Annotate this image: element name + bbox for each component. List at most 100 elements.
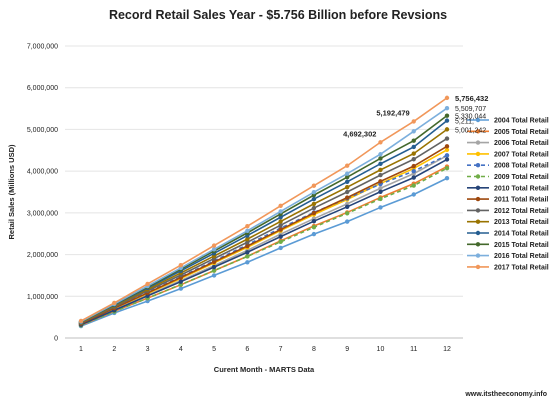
legend-swatch-marker xyxy=(475,140,481,145)
series-2017-total-retail xyxy=(78,95,450,324)
data-point xyxy=(444,166,450,171)
data-point xyxy=(378,186,383,191)
data-point xyxy=(344,179,350,184)
data-point xyxy=(178,279,184,284)
x-tick-label: 8 xyxy=(312,346,316,353)
data-label: 5,756,432 xyxy=(455,94,488,103)
series-line xyxy=(80,137,448,324)
x-tick-label: 3 xyxy=(146,346,150,353)
data-point xyxy=(245,236,250,242)
legend-swatch-marker xyxy=(475,219,481,224)
legend-label: 2009 Total Retail xyxy=(494,174,549,181)
data-point xyxy=(378,205,383,210)
source-url: www.itstheeconomy.info xyxy=(464,391,547,398)
y-tick-label: 2,000,000 xyxy=(27,252,58,259)
data-point xyxy=(245,260,250,265)
data-point xyxy=(378,152,383,157)
gridlines xyxy=(65,45,463,297)
legend-item: 2011 Total Retail xyxy=(467,197,548,204)
legend-label: 2007 Total Retail xyxy=(494,151,549,158)
data-point xyxy=(278,203,283,208)
x-tick-label: 2 xyxy=(112,346,116,353)
legend-label: 2014 Total Retail xyxy=(494,231,549,238)
y-axis-label: Retail Sales (Millions USD) xyxy=(7,144,16,240)
legend-swatch-marker xyxy=(475,264,481,270)
legend-item: 2015 Total Retail xyxy=(467,242,549,249)
legend-swatch-marker xyxy=(475,174,481,179)
legend-swatch-marker xyxy=(475,253,481,258)
legend: 2004 Total Retail 2005 Total Retail 2006 T… xyxy=(467,118,549,271)
data-point xyxy=(444,176,450,181)
legend-label: 2011 Total Retail xyxy=(494,197,548,204)
legend-label: 2008 Total Retail xyxy=(494,163,549,170)
data-point xyxy=(378,161,383,167)
series-line xyxy=(80,107,448,323)
data-point xyxy=(278,209,283,214)
data-point xyxy=(411,183,416,188)
legend-item: 2014 Total Retail xyxy=(467,231,549,238)
data-point xyxy=(344,219,350,224)
data-point xyxy=(411,119,416,124)
series-line xyxy=(80,119,448,323)
data-point xyxy=(378,172,383,178)
data-point xyxy=(344,195,350,200)
series-line xyxy=(80,154,448,324)
data-point xyxy=(311,219,317,224)
data-point xyxy=(444,157,450,162)
legend-swatch-marker xyxy=(475,242,481,247)
data-point xyxy=(311,205,317,211)
data-point xyxy=(411,168,416,174)
data-point xyxy=(444,95,450,101)
y-tick-label: 0 xyxy=(54,336,58,343)
data-point xyxy=(311,210,317,216)
data-point xyxy=(245,243,250,249)
data-point xyxy=(311,190,317,195)
data-point xyxy=(411,138,416,143)
legend-item: 2008 Total Retail xyxy=(467,163,549,170)
series-2009-total-retail xyxy=(78,166,450,328)
data-point xyxy=(278,222,283,228)
data-point xyxy=(344,189,350,195)
series-line xyxy=(80,158,448,326)
series-line xyxy=(80,167,448,327)
series-line xyxy=(80,177,448,327)
legend-item: 2013 Total Retail xyxy=(467,219,549,226)
data-point xyxy=(378,140,383,145)
legend-swatch-marker xyxy=(475,151,481,157)
y-tick-label: 4,000,000 xyxy=(27,169,58,176)
y-tick-label: 3,000,000 xyxy=(27,210,58,217)
data-point xyxy=(344,174,350,180)
y-axis-ticks: 0 1,000,000 2,000,000 3,000,000 4,000,000 5,0… xyxy=(27,44,58,343)
data-point xyxy=(245,240,250,245)
data-point xyxy=(278,239,283,245)
series-2010-total-retail xyxy=(78,157,450,327)
data-point xyxy=(411,151,416,156)
legend-label: 2004 Total Retail xyxy=(494,118,549,125)
y-tick-label: 7,000,000 xyxy=(27,44,58,51)
data-label: 5,192,479 xyxy=(376,108,409,117)
legend-swatch-marker xyxy=(475,208,481,213)
legend-swatch-marker xyxy=(475,117,481,123)
data-point xyxy=(411,144,416,150)
legend-item: 2004 Total Retail xyxy=(467,118,549,125)
data-label: 5,509,707 xyxy=(455,106,486,113)
data-point xyxy=(211,243,217,248)
data-point xyxy=(411,175,416,180)
data-point xyxy=(311,201,317,207)
legend-label: 2015 Total Retail xyxy=(494,242,549,249)
legend-item: 2017 Total Retail xyxy=(467,264,549,271)
x-tick-label: 6 xyxy=(245,346,249,353)
series-layer xyxy=(78,95,450,329)
data-point xyxy=(378,189,383,194)
legend-swatch-marker xyxy=(475,163,481,168)
legend-label: 2017 Total Retail xyxy=(494,264,549,271)
chart-title: Record Retail Sales Year - $5.756 Billio… xyxy=(109,8,447,22)
data-point xyxy=(411,157,416,162)
series-2004-total-retail xyxy=(78,176,450,329)
y-tick-label: 1,000,000 xyxy=(27,294,58,301)
legend-label: 2006 Total Retail xyxy=(494,140,549,147)
data-point xyxy=(78,318,84,324)
data-point xyxy=(344,211,350,216)
legend-swatch-marker xyxy=(475,129,481,134)
